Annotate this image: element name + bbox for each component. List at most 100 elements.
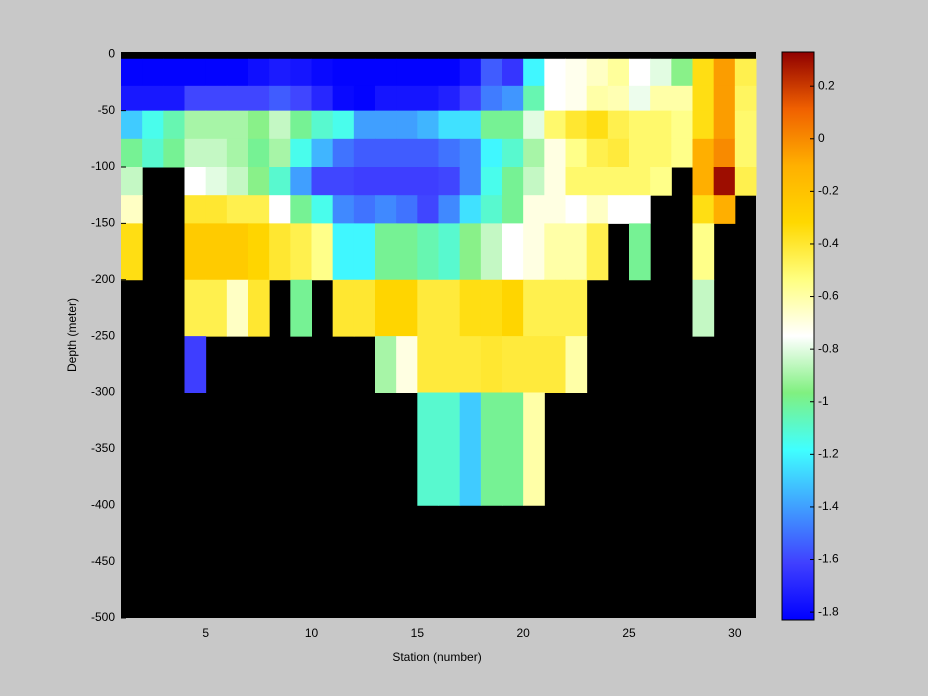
heat-cell [734, 138, 757, 168]
heat-cell [121, 110, 143, 140]
heat-cell [311, 195, 334, 224]
heat-cell [650, 110, 672, 140]
heat-cell [480, 223, 503, 281]
heat-cell [290, 223, 312, 281]
heat-cell [607, 195, 630, 224]
heat-cell [692, 223, 715, 281]
heat-cell [523, 58, 545, 87]
heat-cell [396, 223, 418, 281]
heat-cell [502, 279, 524, 337]
heat-cell [607, 110, 630, 140]
heat-cell [713, 110, 736, 140]
heat-cell [396, 336, 418, 394]
heat-cell [353, 195, 376, 224]
heat-cell [375, 138, 397, 168]
heat-cell [650, 167, 672, 196]
heat-cell [480, 279, 503, 337]
heat-cell [544, 223, 566, 281]
heat-cell [502, 336, 524, 394]
heat-cell [205, 110, 228, 140]
heat-cell [184, 167, 207, 196]
heat-cell [375, 279, 397, 337]
y-tick-label: -200 [91, 272, 115, 286]
heat-cell [438, 85, 461, 112]
heat-cell [502, 138, 524, 168]
heat-cell [692, 85, 715, 112]
heat-cell [396, 167, 418, 196]
heat-cell [438, 279, 461, 337]
heat-cell [142, 85, 164, 112]
heat-cell [502, 195, 524, 224]
heat-cell [353, 58, 376, 87]
heat-cell [523, 223, 545, 281]
heat-cell [713, 195, 736, 224]
colorbar [781, 51, 815, 621]
heat-cell [332, 85, 355, 112]
heat-cell [142, 138, 164, 168]
heat-cell [417, 392, 439, 506]
heat-cell [417, 85, 439, 112]
heat-cell [417, 167, 439, 196]
heat-cell [629, 223, 651, 281]
x-axis-label: Station (number) [392, 650, 481, 664]
heat-cell [311, 85, 334, 112]
x-tick-label: 15 [411, 626, 425, 640]
heat-cell [544, 336, 566, 394]
heat-cell [586, 195, 609, 224]
heat-cell [269, 223, 291, 281]
heat-cell [502, 110, 524, 140]
heat-cell [629, 195, 651, 224]
heat-cell [734, 167, 757, 196]
heat-cell [121, 223, 143, 281]
heat-cell [248, 110, 270, 140]
heat-cell [269, 167, 291, 196]
heat-cell [480, 58, 503, 87]
heat-cell [332, 58, 355, 87]
heat-cell [332, 195, 355, 224]
heat-cell [459, 167, 482, 196]
heat-cell [523, 167, 545, 196]
heat-cell [311, 223, 334, 281]
heat-cell [692, 138, 715, 168]
heat-cell [184, 279, 207, 337]
y-tick-label: 0 [108, 46, 115, 60]
heat-cell [480, 195, 503, 224]
heat-cell [353, 279, 376, 337]
heat-cell [163, 85, 185, 112]
heat-cell [459, 138, 482, 168]
heat-cell [523, 392, 545, 506]
heat-cell [629, 138, 651, 168]
heat-cell [565, 110, 588, 140]
heat-cell [417, 279, 439, 337]
heat-cell [332, 110, 355, 140]
y-axis-label: Depth (meter) [65, 298, 79, 372]
y-tick-label: -400 [91, 497, 115, 511]
heat-cell [438, 167, 461, 196]
heat-cell [269, 110, 291, 140]
heat-cell [502, 167, 524, 196]
colorbar-tick-label: -0.8 [818, 341, 839, 355]
heat-cell [502, 223, 524, 281]
heat-cell [480, 138, 503, 168]
heat-cell [184, 336, 207, 394]
heat-cell [269, 85, 291, 112]
heat-cell [565, 223, 588, 281]
heat-cell [523, 85, 545, 112]
heat-cell [142, 58, 164, 87]
heat-cell [269, 138, 291, 168]
heat-cell [480, 85, 503, 112]
heat-cell [523, 138, 545, 168]
heat-cell [734, 110, 757, 140]
heat-cell [671, 110, 693, 140]
heat-cell [184, 110, 207, 140]
heat-cell [565, 58, 588, 87]
colorbar-tick-label: -1.2 [818, 447, 839, 461]
heat-cell [226, 58, 249, 87]
heat-cell [121, 167, 143, 196]
y-tick-label: -100 [91, 159, 115, 173]
heat-cell [692, 279, 715, 337]
heat-cell [226, 195, 249, 224]
heat-cell [586, 138, 609, 168]
heat-cell [396, 195, 418, 224]
